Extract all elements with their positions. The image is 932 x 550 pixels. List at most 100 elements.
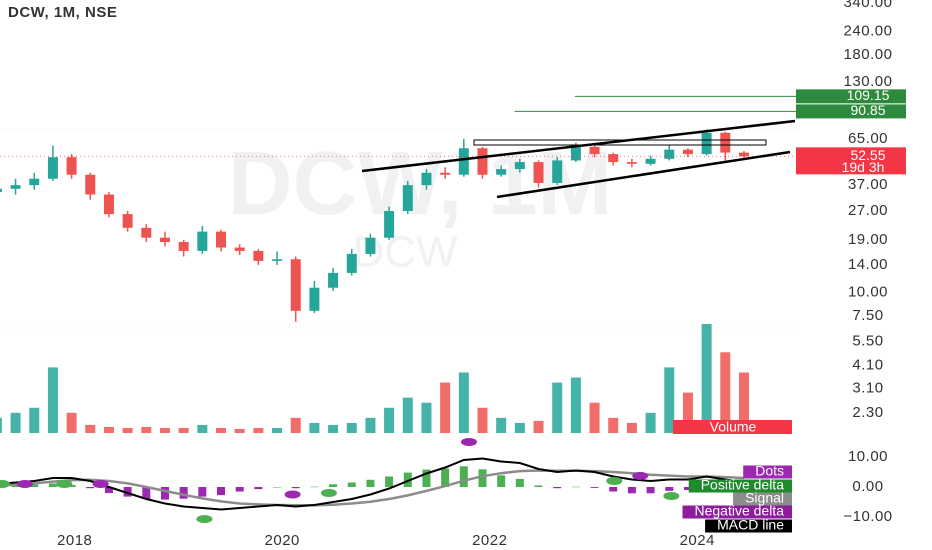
volume-bar (103, 426, 114, 433)
histogram-bar (310, 486, 319, 488)
volume-bar (738, 372, 749, 433)
candle-body (552, 160, 563, 183)
volume-bar (328, 424, 339, 433)
histogram-bar (366, 479, 375, 487)
candle-body (66, 157, 77, 175)
macd-dot (606, 477, 623, 485)
y-tick-label: 27.00 (848, 202, 888, 219)
candle-body (701, 132, 712, 155)
histogram-bar (478, 469, 487, 487)
macd-dot (320, 489, 337, 497)
volume-bar (272, 427, 283, 433)
candle-body (384, 210, 395, 238)
histogram-bar (67, 484, 76, 487)
macd-dot (0, 480, 11, 488)
last-price-label: 52.55 (850, 147, 885, 163)
x-tick-label: 2022 (472, 532, 507, 549)
macd-dot (16, 480, 33, 488)
candle-body (626, 162, 637, 164)
volume-bar (10, 412, 21, 433)
range-box (473, 139, 767, 146)
histogram-bar (441, 468, 450, 487)
histogram-bar (104, 487, 113, 493)
volume-bar (552, 382, 563, 433)
histogram-bar (142, 487, 151, 499)
candle-body (738, 152, 749, 157)
macd-dot (92, 480, 109, 488)
y-tick-label: 37.00 (848, 176, 888, 193)
histogram-bar (534, 485, 543, 487)
y-tick-label: 4.10 (852, 357, 883, 374)
candle-body (0, 188, 2, 193)
volume-bar (533, 420, 544, 433)
histogram-bar (627, 487, 636, 494)
y-tick-label: 240.00 (844, 23, 893, 40)
last-price-tag (796, 147, 906, 175)
macd-dot (196, 515, 213, 524)
histogram-bar (48, 483, 57, 487)
candle-body (682, 149, 693, 155)
candle-body (309, 287, 320, 311)
y-tick-label: 7.50 (852, 307, 883, 324)
y-tick-label: −10.00 (843, 508, 892, 525)
candle-body (103, 194, 114, 215)
volume-bar (384, 407, 395, 433)
y-tick-label: 10.00 (848, 448, 888, 465)
candle-body (122, 214, 133, 228)
histogram-bar (347, 482, 356, 487)
legend-tag (682, 505, 792, 519)
candle-body (10, 185, 21, 189)
volume-bar (29, 407, 40, 433)
volume-bar (626, 422, 637, 433)
histogram-bar (403, 472, 412, 487)
volume-bar (664, 367, 675, 433)
candle-body (234, 247, 245, 251)
y-tick-label: 340.00 (844, 0, 893, 11)
price-tag (796, 89, 906, 104)
volume-label: Volume (710, 419, 757, 435)
volume-bar (589, 402, 600, 433)
histogram-bar (291, 487, 300, 489)
volume-bar (701, 324, 712, 433)
legend-tag (733, 492, 792, 506)
volume-bar (47, 367, 58, 433)
chart-title: DCW, 1M, NSE (8, 4, 117, 21)
y-tick-label: 3.10 (852, 380, 883, 397)
histogram-bar (30, 484, 39, 487)
candle-body (272, 259, 283, 261)
candle-body (29, 178, 40, 186)
legend-tag (688, 479, 792, 493)
histogram-bar (665, 487, 674, 491)
candle-body (197, 231, 208, 251)
volume-bar (234, 428, 245, 433)
histogram-bar (160, 487, 169, 500)
histogram-bar (123, 487, 132, 497)
volume-bar (346, 422, 357, 433)
y-tick-label: 5.50 (852, 333, 883, 350)
volume-bar (570, 377, 581, 433)
volume-bar (159, 427, 170, 433)
histogram-bar (646, 487, 655, 494)
y-tick-label: 14.00 (848, 256, 888, 273)
histogram-bar (459, 466, 468, 487)
volume-bar (645, 412, 656, 433)
price-tag-label: 90.85 (850, 102, 885, 118)
volume-bar (365, 417, 376, 433)
macd-series-line (0, 457, 745, 511)
candle-body (570, 146, 581, 161)
histogram-bar (217, 487, 226, 496)
y-tick-label: 65.00 (848, 130, 888, 147)
candle-body (159, 237, 170, 243)
histogram-bar (198, 487, 207, 497)
candle-body (608, 154, 619, 163)
candle-body (664, 149, 675, 159)
x-tick-label: 2024 (680, 532, 715, 549)
macd-dot (284, 490, 301, 499)
volume-bar (122, 427, 133, 433)
legend-label: Dots (755, 463, 784, 479)
candle-body (477, 148, 488, 175)
histogram-bar (235, 487, 244, 492)
candle-body (365, 237, 376, 254)
candle-body (720, 132, 731, 153)
candle-body (178, 242, 189, 251)
